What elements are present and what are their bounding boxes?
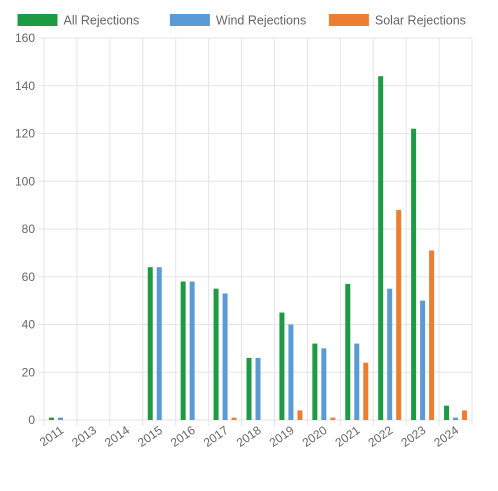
y-tick-label: 100: [15, 174, 35, 188]
bar: [420, 300, 426, 420]
legend-item: Wind Rejections: [169, 14, 306, 28]
legend-item: Solar Rejections: [328, 14, 466, 28]
x-tick-label: 2015: [135, 423, 165, 450]
x-axis: 2011 2013 2014 2015 2016 2017 2018 2019 2020 2021…: [37, 423, 462, 450]
bar: [255, 357, 261, 420]
bar: [213, 288, 219, 420]
bar: [354, 343, 360, 420]
bar: [453, 417, 459, 420]
bar: [222, 293, 228, 420]
legend: All Rejections Wind Rejections Solar Rejec…: [17, 14, 466, 28]
x-tick-label: 2021: [333, 423, 363, 450]
y-tick-label: 160: [15, 31, 35, 45]
y-tick-label: 40: [22, 318, 36, 332]
y-tick-label: 120: [15, 127, 35, 141]
bar: [156, 267, 162, 420]
x-tick-label: 2019: [267, 423, 297, 450]
x-tick-label: 2011: [37, 423, 66, 449]
legend-label: Solar Rejections: [375, 14, 466, 28]
bar: [330, 417, 336, 420]
bar: [312, 343, 318, 420]
bar: [279, 312, 285, 420]
legend-swatch: [169, 14, 210, 26]
x-tick-label: 2024: [431, 423, 461, 450]
x-tick-label: 2020: [300, 423, 330, 450]
bars: [48, 76, 468, 420]
bar: [246, 357, 252, 420]
legend-item: All Rejections: [17, 14, 140, 28]
legend-swatch: [17, 14, 58, 26]
x-tick-label: 2018: [234, 423, 264, 450]
bar: [429, 250, 435, 420]
bar: [378, 76, 384, 420]
bar: [396, 209, 402, 420]
bar: [189, 281, 195, 420]
bar: [321, 348, 327, 420]
x-tick-label: 2022: [366, 423, 396, 450]
bar: [345, 283, 351, 420]
y-tick-label: 0: [28, 413, 35, 427]
grid: [38, 37, 473, 426]
bar: [48, 417, 54, 420]
x-tick-label: 2013: [69, 423, 99, 450]
y-tick-label: 80: [22, 222, 36, 236]
bar: [147, 267, 153, 420]
bar: [462, 410, 468, 420]
bar: [57, 417, 63, 420]
x-tick-label: 2016: [168, 423, 198, 450]
bar: [363, 362, 369, 420]
legend-label: Wind Rejections: [216, 14, 306, 28]
bar: [387, 288, 393, 420]
y-tick-label: 140: [15, 79, 35, 93]
bar: [288, 324, 294, 420]
legend-label: All Rejections: [64, 14, 140, 28]
bar: [444, 405, 450, 420]
bar: [411, 128, 417, 420]
y-axis: 0 20 40 60 80 100 120 140 160: [15, 31, 35, 427]
bar: [297, 410, 303, 420]
x-tick-label: 2023: [398, 423, 428, 450]
legend-swatch: [328, 14, 369, 26]
bar: [180, 281, 186, 420]
bar: [231, 417, 237, 420]
x-tick-label: 2017: [201, 423, 231, 450]
y-tick-label: 20: [22, 365, 36, 379]
y-tick-label: 60: [22, 270, 36, 284]
x-tick-label: 2014: [102, 423, 132, 450]
